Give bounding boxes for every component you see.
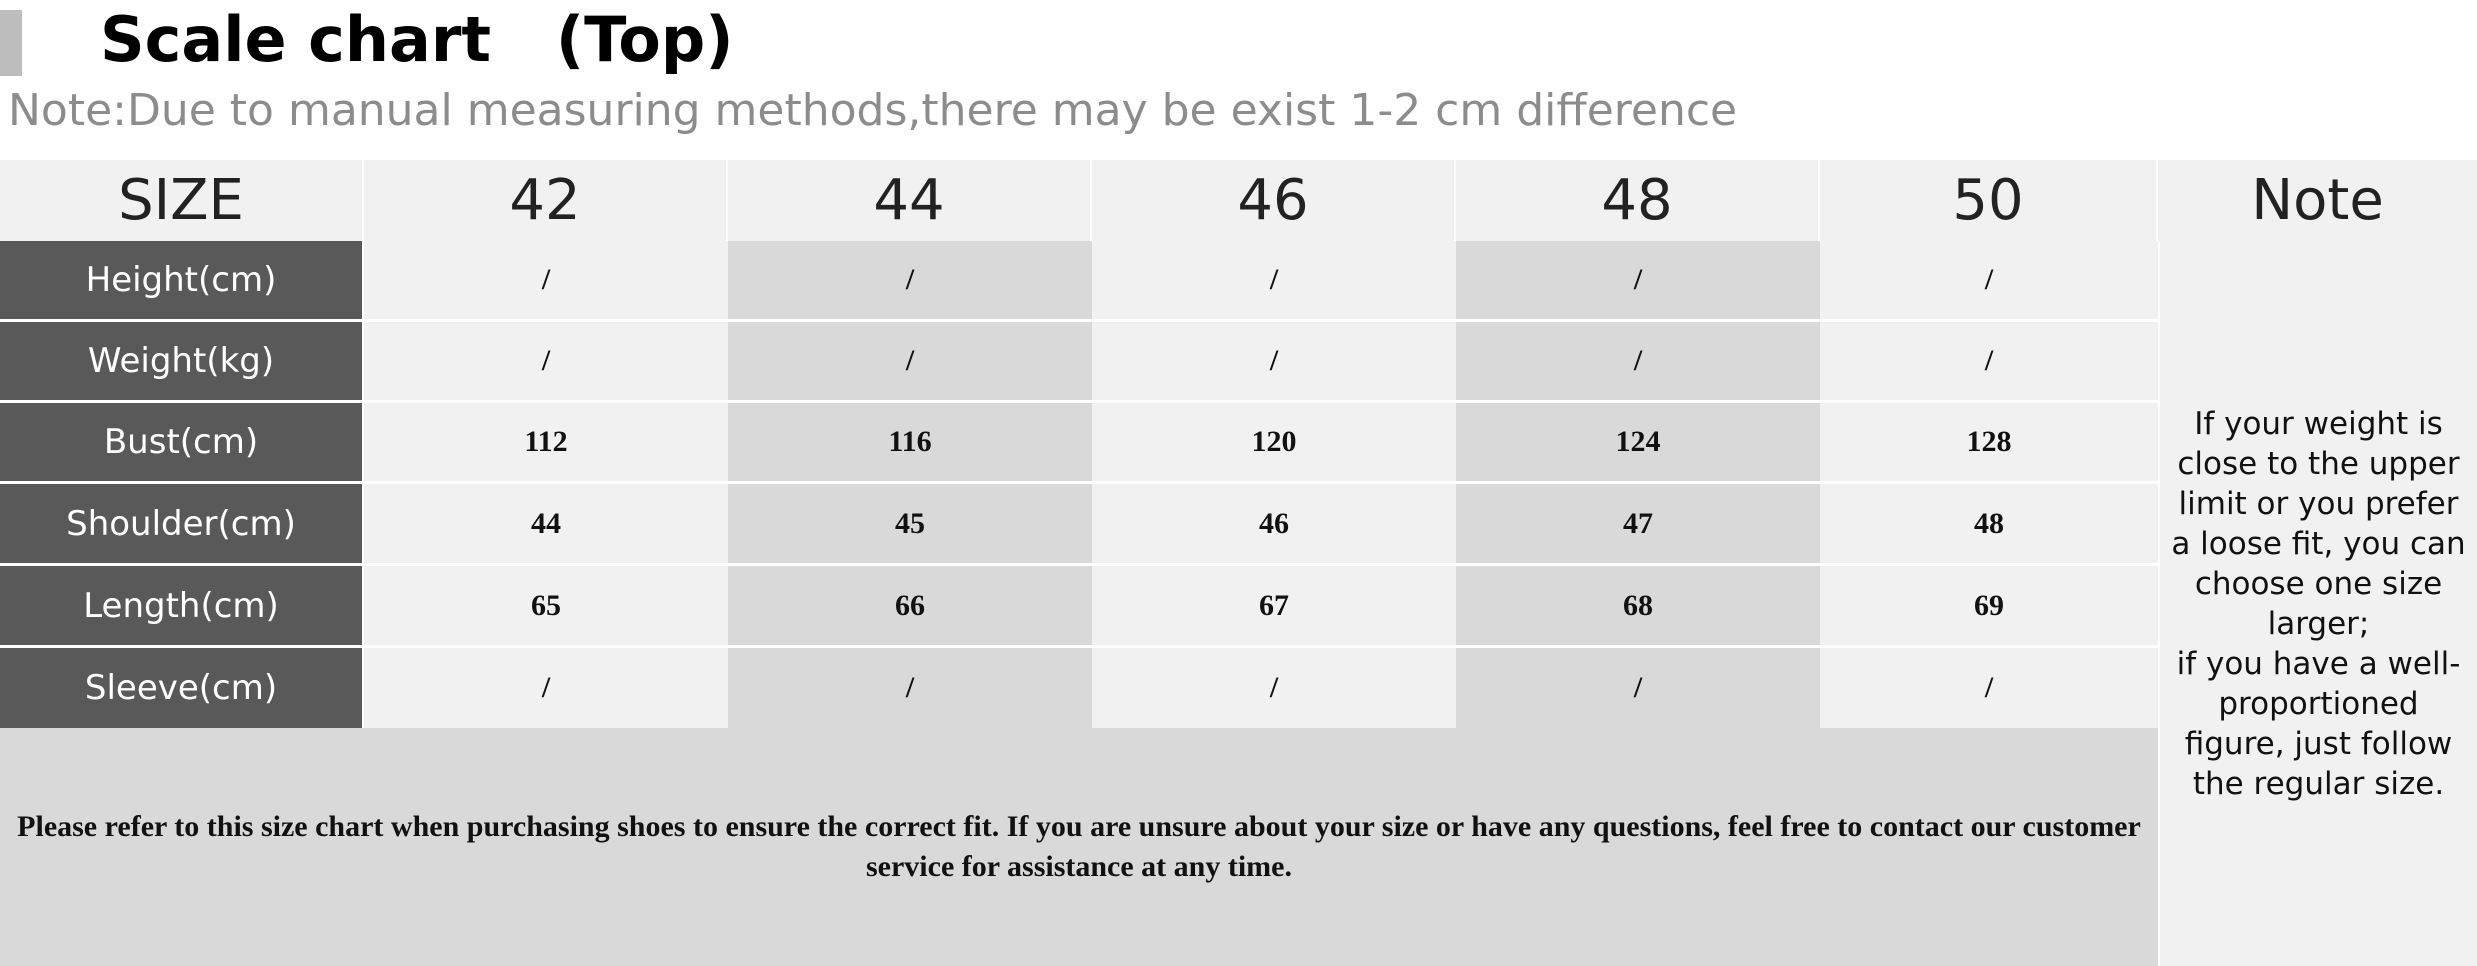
header-size-48: 48: [1456, 160, 1820, 241]
table-cell: 116: [728, 403, 1092, 484]
table-cell: /: [1092, 322, 1456, 403]
table-cell: 124: [1456, 403, 1820, 484]
header-size-50: 50: [1820, 160, 2158, 241]
table-cell: 67: [1092, 566, 1456, 648]
table-cell: 47: [1456, 484, 1820, 566]
table-cell: /: [1092, 241, 1456, 322]
table-cell: 120: [1092, 403, 1456, 484]
row-label-shoulder: Shoulder(cm): [0, 484, 364, 566]
footer-instructions: Please refer to this size chart when pur…: [0, 728, 2158, 966]
table-cell: /: [364, 241, 728, 322]
header-size: SIZE: [0, 160, 364, 241]
table-cell: 68: [1456, 566, 1820, 648]
title-accent-bar: [0, 10, 22, 76]
header-note: Note: [2158, 160, 2477, 241]
table-cell: 66: [728, 566, 1092, 648]
measurement-note: Note:Due to manual measuring methods,the…: [8, 85, 1738, 136]
table-cell: 44: [364, 484, 728, 566]
table-cell: /: [1092, 648, 1456, 728]
table-cell: 46: [1092, 484, 1456, 566]
row-label-length: Length(cm): [0, 566, 364, 648]
page-title: Scale chart (Top): [100, 3, 734, 76]
table-cell: 128: [1820, 403, 2158, 484]
row-label-sleeve: Sleeve(cm): [0, 648, 364, 728]
table-cell: /: [1456, 241, 1820, 322]
size-chart-table: SIZE 42 44 46 48 50 Note Height(cm) / / …: [0, 160, 2477, 966]
table-cell: /: [364, 322, 728, 403]
table-cell: /: [364, 648, 728, 728]
table-cell: /: [1456, 648, 1820, 728]
table-cell: 69: [1820, 566, 2158, 648]
table-cell: /: [728, 648, 1092, 728]
header-size-42: 42: [364, 160, 728, 241]
table-cell: /: [1820, 241, 2158, 322]
table-cell: 65: [364, 566, 728, 648]
row-label-height: Height(cm): [0, 241, 364, 322]
fit-advice-note: If your weight is close to the upper lim…: [2158, 241, 2477, 966]
table-cell: 112: [364, 403, 728, 484]
table-cell: /: [1456, 322, 1820, 403]
table-cell: 48: [1820, 484, 2158, 566]
row-label-weight: Weight(kg): [0, 322, 364, 403]
row-label-bust: Bust(cm): [0, 403, 364, 484]
header-size-46: 46: [1092, 160, 1456, 241]
table-cell: /: [1820, 648, 2158, 728]
table-cell: /: [728, 322, 1092, 403]
table-cell: /: [1820, 322, 2158, 403]
table-cell: 45: [728, 484, 1092, 566]
table-cell: /: [728, 241, 1092, 322]
header-size-44: 44: [728, 160, 1092, 241]
